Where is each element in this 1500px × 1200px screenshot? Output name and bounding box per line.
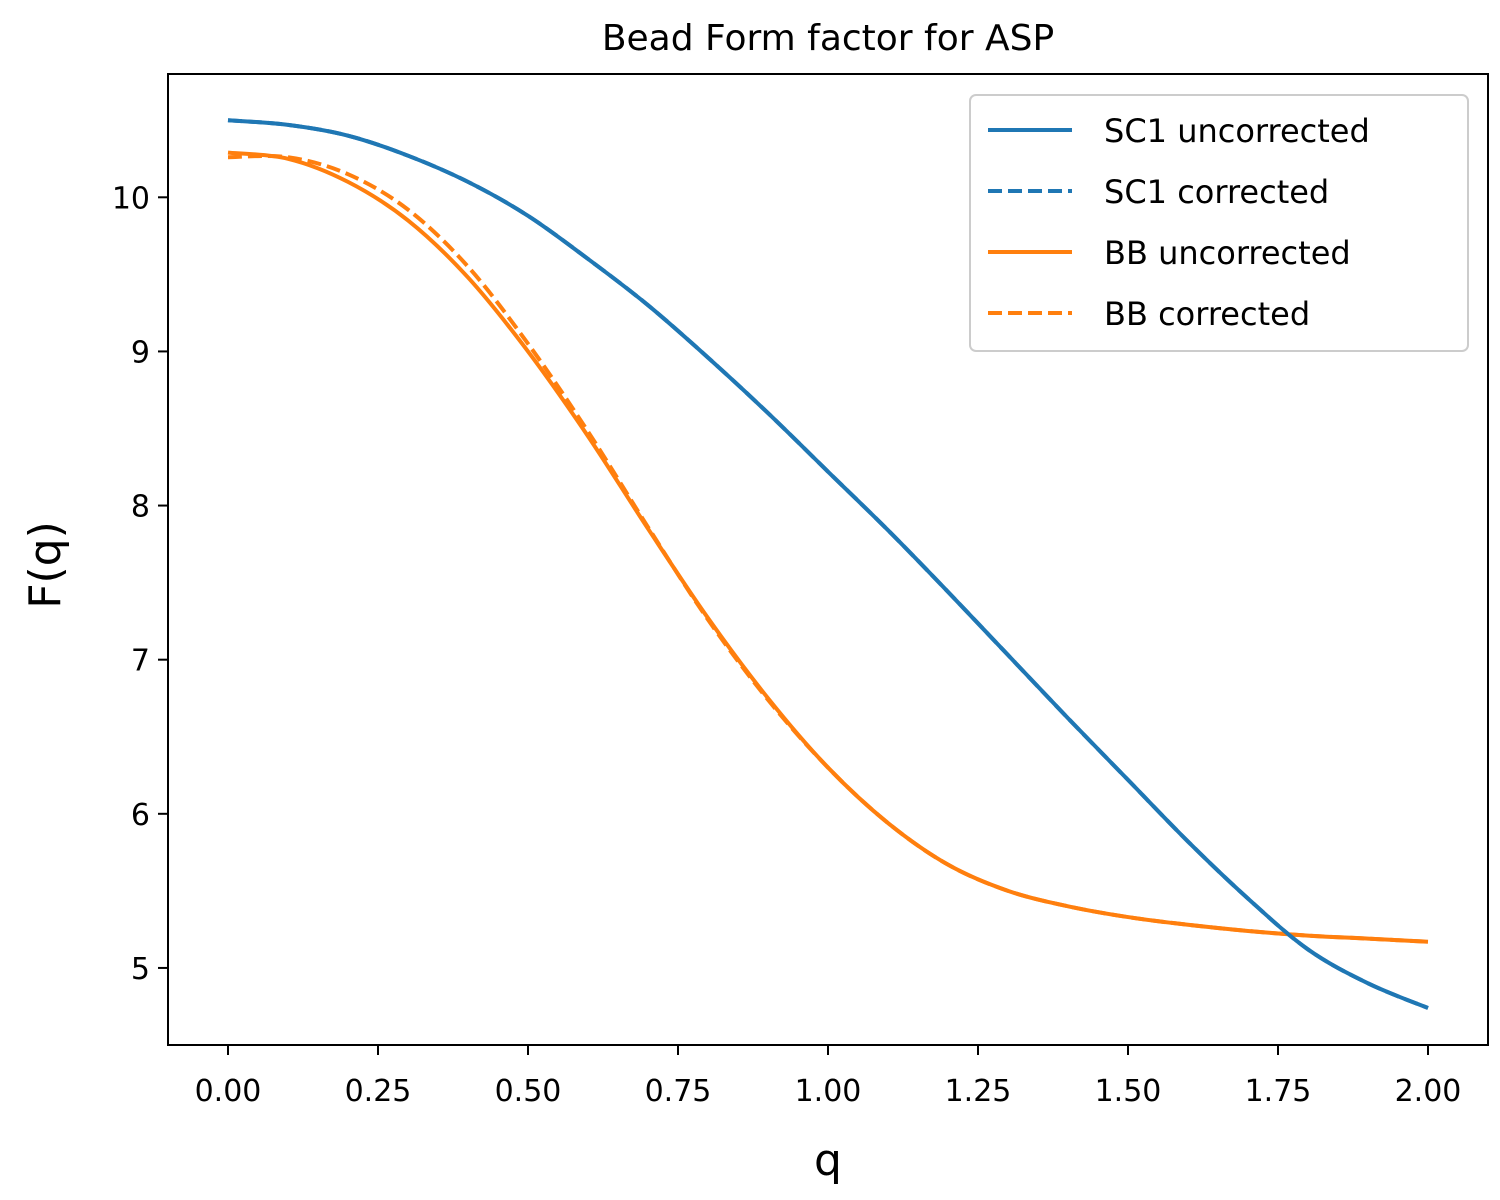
legend-box <box>969 94 1469 352</box>
x-tick-label: 0.00 <box>195 1074 262 1109</box>
series-line-bb-uncorrected <box>227 150 1429 944</box>
x-tick-label: 1.75 <box>1245 1074 1312 1109</box>
legend-label: BB uncorrected <box>1104 234 1351 272</box>
series-line-sc1-uncorrected <box>227 118 1429 1010</box>
legend-label: SC1 corrected <box>1104 173 1329 211</box>
x-tick-label: 1.00 <box>795 1074 862 1109</box>
y-axis-title: F(q) <box>20 521 71 609</box>
series-lines <box>227 118 1429 1010</box>
x-axis-title: q <box>814 1135 842 1186</box>
y-tick-label: 10 <box>112 181 150 216</box>
y-axis-ticks: 5 6 7 8 9 10 <box>112 181 168 987</box>
x-tick-label: 2.00 <box>1395 1074 1462 1109</box>
legend-label: SC1 uncorrected <box>1104 112 1370 150</box>
x-axis-ticks: 0.00 0.25 0.50 0.75 1.00 1.25 1.50 1.75 2.00 <box>195 1045 1462 1109</box>
x-tick-label: 1.25 <box>945 1074 1012 1109</box>
x-tick-label: 0.75 <box>645 1074 712 1109</box>
y-tick-label: 8 <box>131 490 150 525</box>
y-tick-label: 9 <box>131 335 150 370</box>
y-tick-label: 7 <box>131 644 150 679</box>
legend-label: BB corrected <box>1104 295 1310 333</box>
x-tick-label: 0.50 <box>495 1074 562 1109</box>
x-tick-label: 1.50 <box>1095 1074 1162 1109</box>
chart-title: Bead Form factor for ASP <box>602 18 1054 59</box>
y-tick-label: 6 <box>131 798 150 833</box>
legend: SC1 uncorrected SC1 corrected BB uncorrect… <box>969 94 1469 352</box>
y-tick-label: 5 <box>131 952 150 987</box>
x-tick-label: 0.25 <box>345 1074 412 1109</box>
